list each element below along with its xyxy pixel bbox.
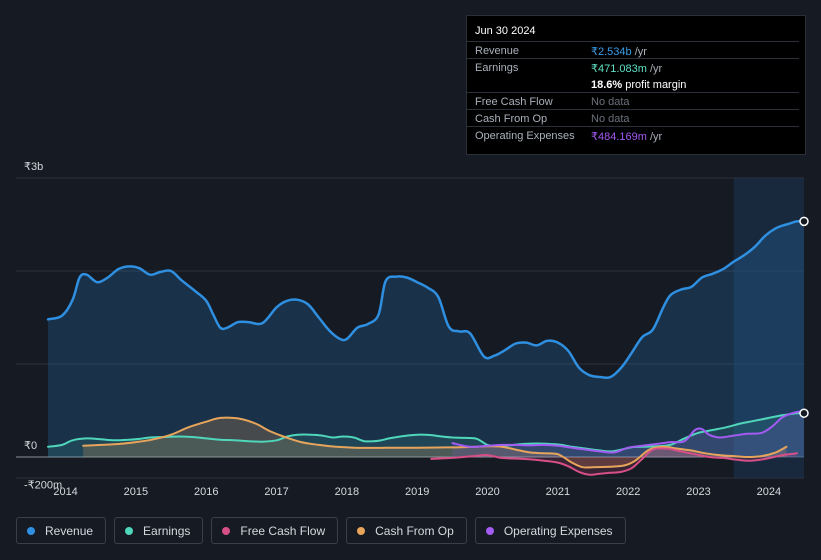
x-axis-label: 2018 (335, 486, 359, 498)
tooltip-value: ₹471.083m /yr (591, 63, 663, 75)
legend-label: Revenue (45, 523, 94, 538)
legend-dot-icon (357, 526, 366, 535)
revenue-area (48, 221, 804, 457)
tooltip-value: No data (591, 96, 630, 108)
tooltip-row-revenue: Revenue ₹2.534b /yr (467, 41, 799, 59)
tooltip-date: Jun 30 2024 (475, 25, 536, 37)
legend-item-revenue[interactable]: Revenue (16, 517, 107, 544)
data-tooltip: Jun 30 2024 Revenue ₹2.534b /yr Earnings… (466, 15, 806, 155)
x-axis-label: 2017 (264, 486, 288, 498)
x-axis-label: 2014 (53, 486, 77, 498)
cash-from-op-area (83, 417, 787, 468)
tooltip-label: Revenue (475, 45, 520, 57)
x-axis-label: 2022 (616, 486, 640, 498)
tooltip-value: ₹484.169m /yr (591, 131, 663, 143)
tooltip-row-cash-from-op: Cash From Op No data (467, 109, 799, 127)
operating-expenses-line (451, 410, 805, 454)
x-axis-label: 2015 (124, 486, 148, 498)
legend-label: Operating Expenses (503, 523, 613, 538)
legend-dot-icon (125, 526, 134, 535)
x-axis-label: 2016 (194, 486, 218, 498)
legend-dot-icon (222, 526, 231, 535)
series-endpoints (799, 216, 809, 418)
y-axis-label: -₹200m (24, 480, 62, 492)
gridlines (16, 177, 804, 479)
series-lines (46, 219, 806, 476)
free-cash-flow-area (431, 448, 797, 475)
legend-label: Free Cash Flow (240, 523, 326, 538)
x-axis-label: 2024 (757, 486, 781, 498)
earnings-line (47, 412, 805, 453)
tooltip-label: Operating Expenses (475, 130, 575, 142)
chart-legend: Revenue Earnings Free Cash Flow Cash Fro… (16, 517, 626, 545)
tooltip-label: Cash From Op (475, 113, 548, 125)
tooltip-row-earnings: Earnings ₹471.083m /yr (467, 58, 799, 76)
tooltip-row-operating-expenses: Operating Expenses ₹484.169m /yr (467, 126, 799, 144)
earnings-endpoint-marker (799, 408, 809, 418)
tooltip-label: Free Cash Flow (475, 96, 553, 108)
y-axis-labels: ₹3b ₹0 -₹200m (24, 161, 62, 492)
tooltip-row-free-cash-flow: Free Cash Flow No data (467, 92, 799, 110)
tooltip-value: No data (591, 113, 630, 125)
legend-dot-icon (27, 526, 35, 535)
free-cash-flow-line (430, 447, 798, 476)
x-axis-labels: 2014 2015 2016 2017 2018 2019 2020 2021 2022 2023… (53, 486, 781, 498)
legend-label: Cash From Op (375, 523, 454, 538)
y-axis-label: ₹3b (24, 161, 43, 173)
revenue-line (46, 219, 806, 380)
chart-canvas: ₹3b ₹0 -₹200m 2014 2015 2016 2017 2018 2019 2020… (16, 161, 809, 498)
legend-item-cash-from-op[interactable]: Cash From Op (346, 517, 467, 544)
revenue-endpoint-marker (799, 216, 809, 227)
legend-item-operating-expenses[interactable]: Operating Expenses (474, 517, 626, 544)
tooltip-profit-margin: 18.6% profit margin (591, 79, 687, 91)
y-axis-label: ₹0 (24, 440, 37, 452)
legend-item-earnings[interactable]: Earnings (114, 517, 204, 544)
x-axis-label: 2019 (405, 486, 429, 498)
x-axis-label: 2020 (475, 486, 499, 498)
legend-label: Earnings (143, 523, 191, 538)
x-axis-label: 2023 (686, 486, 710, 498)
x-axis-label: 2021 (546, 486, 570, 498)
tooltip-value: ₹2.534b /yr (591, 46, 647, 58)
legend-item-free-cash-flow[interactable]: Free Cash Flow (211, 517, 339, 544)
legend-dot-icon (485, 526, 494, 535)
tooltip-label: Earnings (475, 62, 519, 74)
